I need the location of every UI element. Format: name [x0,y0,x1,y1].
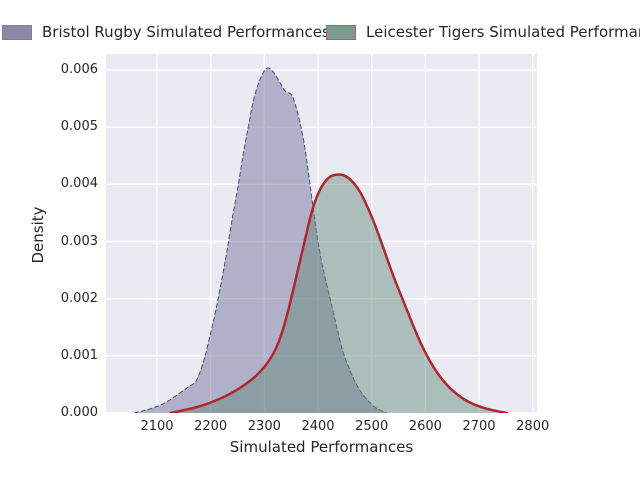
bristol-legend-swatch [2,24,32,40]
bristol-kde-fill [134,67,387,413]
leicester-legend-swatch [326,24,356,40]
y-tick-label: 0.003 [60,233,98,249]
leicester-kde-line [169,173,509,413]
y-tick-label: 0.004 [60,176,98,192]
x-tick-label: 2200 [194,419,228,434]
y-axis-label: Density [29,206,47,264]
x-tick-label: 2700 [462,419,496,434]
x-tick-label: 2500 [355,419,389,434]
y-tick-label: 0.000 [60,405,98,420]
y-tick-label: 0.005 [60,119,98,135]
x-axis-label: Simulated Performances [229,438,414,456]
bristol-kde-line [133,67,388,413]
x-tick-label: 2600 [408,419,442,434]
y-tick-label: 0.006 [60,62,98,77]
x-tick-label: 2400 [301,419,335,434]
y-tick-label: 0.001 [60,347,98,363]
leicester-legend-label: Leicester Tigers Simulated Performances [366,23,640,41]
x-tick-label: 2100 [140,419,174,434]
bristol-legend-label: Bristol Rugby Simulated Performances [42,23,330,41]
kde-chart-svg [106,54,537,413]
x-tick-label: 2300 [247,419,281,434]
x-tick-label: 2800 [516,419,550,434]
y-tick-label: 0.002 [60,290,98,306]
plot-area [106,54,537,413]
leicester-kde-fill [170,174,507,413]
legend-entry-leicester: Leicester Tigers Simulated Performances [326,21,640,43]
legend-entry-bristol: Bristol Rugby Simulated Performances [2,21,330,43]
